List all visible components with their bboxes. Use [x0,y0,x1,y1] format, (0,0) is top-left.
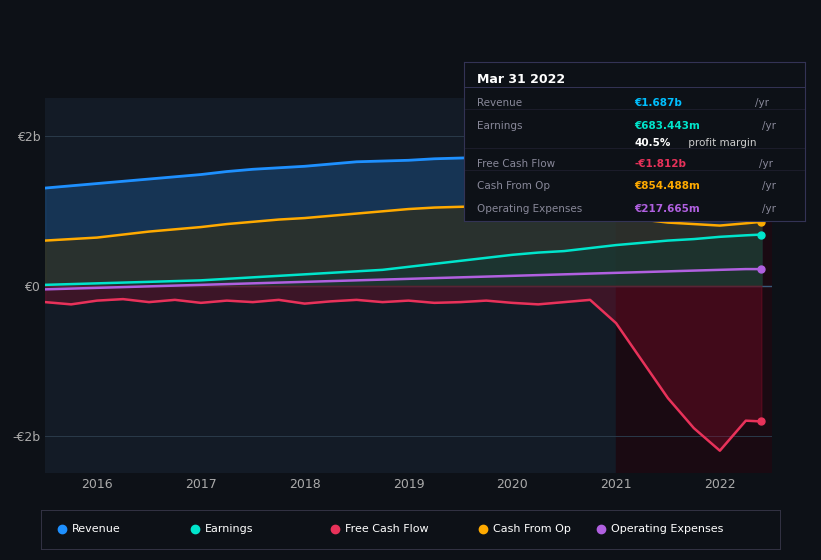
Text: /yr: /yr [755,99,769,108]
Text: /yr: /yr [762,181,776,192]
Text: Mar 31 2022: Mar 31 2022 [478,73,566,86]
Text: Operating Expenses: Operating Expenses [478,204,583,214]
Bar [616,98,772,473]
Text: /yr: /yr [762,204,776,214]
Text: Revenue: Revenue [478,99,523,108]
Text: €1.687b: €1.687b [635,99,682,108]
Text: Earnings: Earnings [205,524,254,534]
Text: -€1.812b: -€1.812b [635,159,686,169]
Text: €683.443m: €683.443m [635,120,700,130]
Text: €217.665m: €217.665m [635,204,700,214]
Text: Earnings: Earnings [478,120,523,130]
Text: /yr: /yr [762,120,776,130]
Text: Revenue: Revenue [72,524,121,534]
Text: Cash From Op: Cash From Op [478,181,551,192]
Text: 40.5%: 40.5% [635,138,671,148]
Text: Cash From Op: Cash From Op [493,524,571,534]
Text: /yr: /yr [759,159,773,169]
Text: Operating Expenses: Operating Expenses [612,524,724,534]
Text: €854.488m: €854.488m [635,181,700,192]
Text: Free Cash Flow: Free Cash Flow [478,159,556,169]
Text: profit margin: profit margin [686,138,757,148]
Text: Free Cash Flow: Free Cash Flow [346,524,429,534]
